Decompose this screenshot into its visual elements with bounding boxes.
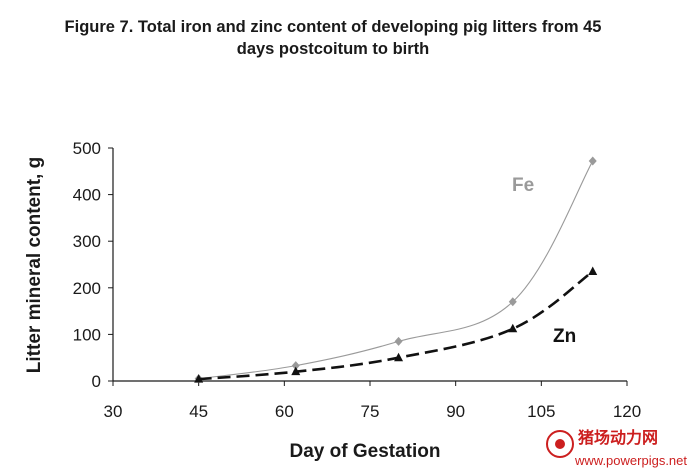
- series-label-zn: Zn: [553, 326, 576, 347]
- watermark: 猪场动力网 www.powerpigs.net: [546, 428, 687, 468]
- series-label-fe: Fe: [512, 175, 534, 196]
- watermark-logo-icon: [546, 430, 574, 458]
- y-axis-label: Litter mineral content, g: [24, 157, 45, 373]
- data-point-fe: [508, 297, 517, 307]
- x-axis-label: Day of Gestation: [290, 441, 441, 462]
- data-point-zn: [588, 266, 598, 275]
- chart-title-line-1: Figure 7. Total iron and zinc content of…: [65, 18, 602, 36]
- series-line-fe: [198, 160, 594, 380]
- data-point-zn: [194, 374, 204, 383]
- y-tick-label: 300: [73, 232, 101, 251]
- axis-ticks: 30 45 60 75 90 105 120 0 100 200 300 400 500: [73, 139, 642, 421]
- data-point-zn: [508, 323, 518, 333]
- data-point-zn: [394, 352, 404, 362]
- data-point-fe: [394, 336, 403, 346]
- watermark-cn: 猪场动力网: [577, 428, 658, 447]
- chart-title-line-2: days postcoitum to birth: [237, 40, 430, 58]
- watermark-url: www.powerpigs.net: [574, 453, 687, 468]
- y-tick-label: 500: [73, 139, 101, 158]
- x-tick-label: 60: [275, 402, 294, 421]
- y-tick-label: 200: [73, 279, 101, 298]
- x-tick-label: 75: [361, 402, 380, 421]
- x-tick-label: 45: [189, 402, 208, 421]
- y-tick-label: 400: [73, 186, 101, 205]
- data-point-fe: [588, 156, 597, 166]
- x-tick-label: 120: [613, 402, 641, 421]
- series-line-zn: [198, 270, 594, 381]
- x-tick-label: 90: [446, 402, 465, 421]
- watermark-logo-dot: [555, 439, 565, 449]
- series-layer: [194, 156, 598, 384]
- y-tick-label: 100: [73, 325, 101, 344]
- x-tick-label: 30: [104, 402, 123, 421]
- data-point-fe: [291, 361, 300, 371]
- y-tick-label: 0: [92, 372, 101, 391]
- data-point-zn: [291, 366, 301, 376]
- x-tick-label: 105: [527, 402, 555, 421]
